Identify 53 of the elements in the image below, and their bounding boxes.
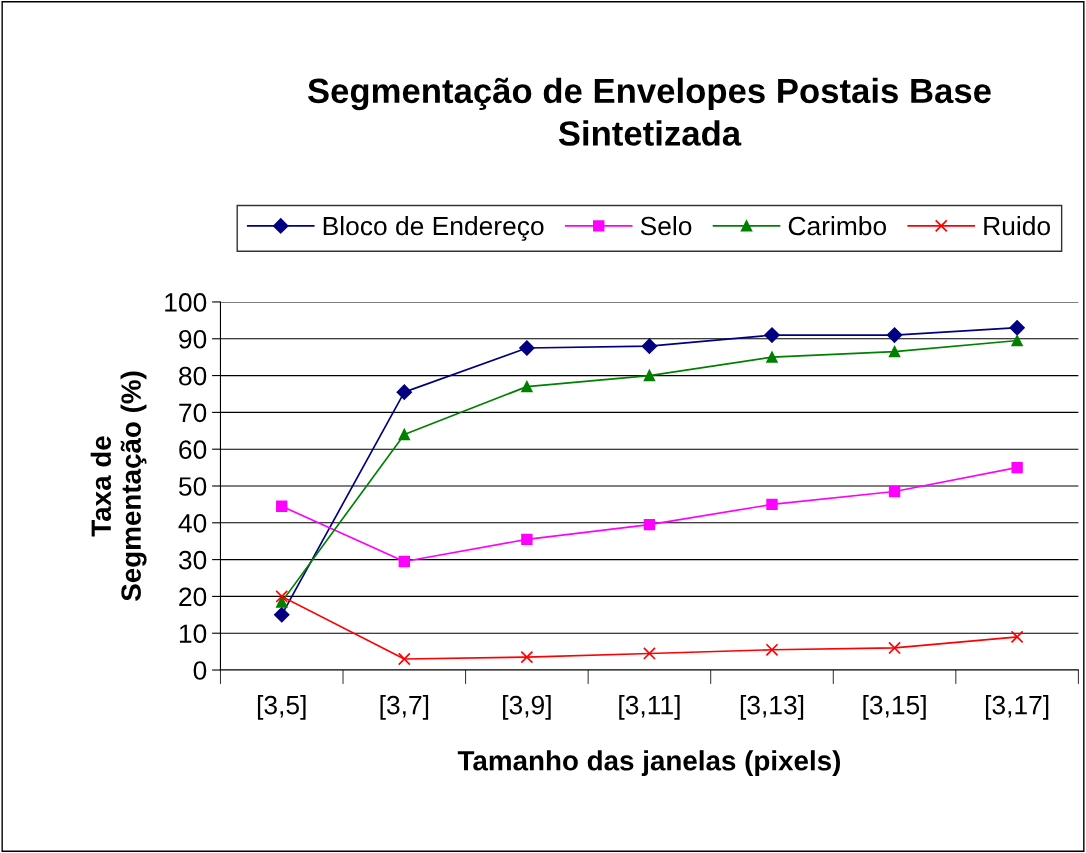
y-tick-label: 0 (193, 661, 207, 680)
point (1010, 630, 1024, 644)
point (274, 607, 290, 623)
point (766, 498, 778, 511)
point (888, 641, 901, 655)
y-tick-label: 90 (179, 329, 207, 349)
point (1009, 320, 1025, 336)
y-tick-label: 10 (179, 624, 207, 644)
point (888, 345, 901, 358)
legend-label: Carimbo (788, 215, 887, 236)
point (888, 485, 901, 498)
point (641, 338, 658, 354)
y-tick-label: 70 (179, 403, 207, 423)
point (398, 428, 410, 441)
point (397, 652, 411, 666)
point (521, 533, 533, 546)
point (275, 590, 289, 603)
legend-label: Selo (640, 215, 692, 236)
y-axis-title: Taxa de Segmentação (%) (90, 371, 147, 601)
point (643, 518, 656, 531)
point (643, 647, 656, 660)
y-tick-label: 20 (179, 587, 207, 607)
chart-title: Segmentação de Envelopes Postais Base Sintetizada (307, 77, 991, 146)
x-tick-label: [3,7] (380, 695, 429, 720)
x-tick-label: [3,11] (619, 695, 680, 720)
point (766, 351, 778, 363)
point (643, 369, 656, 382)
point (276, 500, 288, 512)
y-tick-label: 50 (178, 477, 207, 496)
x-tick-label: [3,17] (985, 695, 1049, 720)
point (1011, 461, 1023, 474)
x-axis-title: Tamanho das janelas (pixels) (457, 750, 841, 777)
point (398, 555, 410, 568)
y-tick-label: 80 (179, 366, 207, 386)
y-tick-label: 30 (178, 550, 207, 570)
point (520, 650, 534, 664)
x-tick-label: [3,15] (863, 695, 926, 720)
x-tick-label: [3,9] (503, 695, 551, 720)
x-tick-label: [3,13] (740, 695, 804, 720)
legend-label: Bloco de Endereço (323, 215, 544, 241)
point (521, 380, 533, 393)
point (519, 340, 535, 356)
x-tick-label: [3,5] (257, 695, 306, 720)
legend-label: Ruido (984, 215, 1050, 236)
point (396, 384, 413, 400)
y-tick-label: 100 (165, 293, 207, 312)
point (1011, 334, 1023, 347)
point (276, 596, 288, 608)
y-tick-label: 40 (178, 513, 207, 533)
point (765, 643, 779, 657)
y-tick-label: 60 (179, 440, 207, 460)
point (886, 327, 903, 343)
point (764, 327, 780, 343)
